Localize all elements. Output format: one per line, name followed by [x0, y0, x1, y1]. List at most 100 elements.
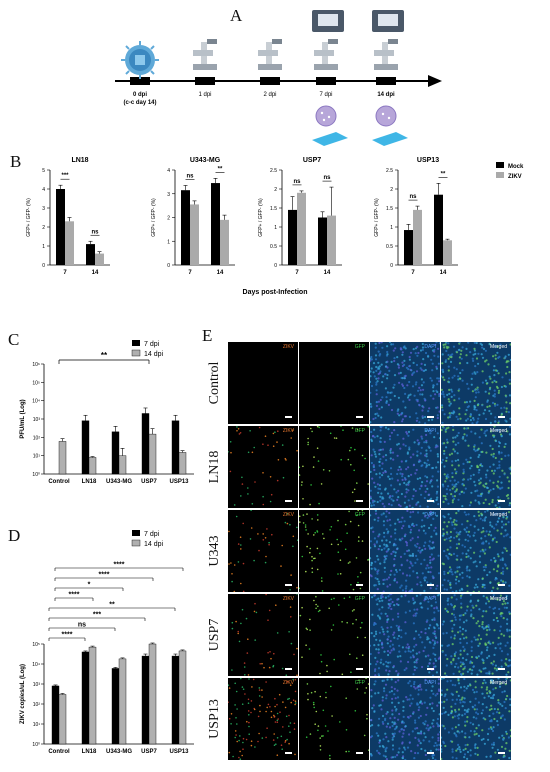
y-tick-label: 4 [42, 187, 45, 193]
significance-label: ** [218, 166, 223, 172]
x-tick-label: 7 [411, 270, 415, 276]
y-tick-label: 0 [42, 263, 45, 269]
bar [56, 189, 65, 265]
channel-label: Merged [490, 596, 507, 602]
scale-bar [498, 668, 505, 670]
channel-label: GFP [354, 680, 365, 686]
bar [171, 655, 180, 745]
well-plate-icon [312, 132, 408, 146]
timeline-label-4: 14 dpi [377, 92, 395, 98]
micrograph-usp13-dapi: DAPI [370, 678, 440, 760]
x-tick-label: LN18 [82, 479, 97, 485]
bar [111, 431, 120, 475]
y-tick-label: 10⁴ [32, 662, 40, 668]
bar [413, 209, 422, 265]
significance-label: **** [62, 632, 73, 639]
timeline-label-3: 7 dpi [319, 92, 332, 98]
scale-bar [427, 752, 434, 754]
channel-label: DAPI [424, 596, 436, 602]
bar [141, 413, 150, 475]
bar [443, 240, 452, 265]
bar [148, 433, 157, 475]
row-label-ln18: LN18 [207, 450, 222, 484]
bar [81, 420, 90, 475]
x-tick-label: U343-MG [106, 749, 132, 755]
x-tick-label: 7 [63, 270, 67, 276]
micrograph-u343-merged: Merged [441, 510, 511, 592]
channel-label: ZIKV [282, 344, 294, 350]
x-tick-label: USP13 [169, 749, 189, 755]
micrograph-ln18-dapi: DAPI [370, 426, 440, 508]
bar [220, 219, 229, 265]
chart-b-2: USP7 0 0.5 1 1.5 2 2.5 GFP+ / GFP- (%) 7 ns 14 ns [258, 157, 342, 276]
bar [81, 651, 90, 745]
x-tick-label: USP7 [141, 479, 157, 485]
significance-label: ns [78, 622, 86, 629]
micrograph-ln18-zikv: ZIKV [228, 426, 298, 508]
significance-label: **** [69, 592, 80, 599]
micrograph-texture [299, 426, 369, 506]
y-tick-label: 2.5 [386, 168, 393, 174]
bar [434, 194, 443, 265]
bar [318, 217, 327, 265]
legend-swatch-zikv [496, 172, 504, 178]
confocal-microscope-icon [372, 10, 404, 32]
scale-bar [285, 668, 292, 670]
scale-bar [498, 500, 505, 502]
bar [118, 455, 127, 475]
legend-label-mock: Mock [508, 164, 524, 170]
significance-label: ns [409, 194, 417, 200]
bar [58, 694, 67, 745]
y-tick-label: 0 [167, 263, 170, 269]
y-tick-label: 10³ [33, 417, 41, 423]
micrograph-usp7-gfp: GFP [299, 594, 369, 676]
bar [171, 420, 180, 475]
bar [88, 646, 97, 745]
microscope-icon [258, 39, 282, 70]
y-tick-label: 10³ [33, 682, 41, 688]
micrograph-texture [441, 510, 511, 592]
micrograph-usp7-dapi: DAPI [370, 594, 440, 676]
micrograph-u343-dapi: DAPI [370, 510, 440, 592]
y-axis-label: GFP+ / GFP- (%) [151, 198, 157, 237]
micrograph-ln18-merged: Merged [441, 426, 511, 508]
bar [327, 215, 336, 265]
y-tick-label: 3 [167, 192, 170, 198]
row-label-u343: U343 [207, 535, 222, 567]
x-tick-label: USP13 [169, 479, 189, 485]
scale-bar [427, 500, 434, 502]
x-tick-label: 14 [92, 270, 99, 276]
micrograph-usp7-merged: Merged [441, 594, 511, 676]
confocal-microscope-icon [312, 10, 344, 32]
significance-label: *** [61, 173, 69, 179]
x-tick-label: USP7 [141, 749, 157, 755]
scale-bar [498, 584, 505, 586]
microscope-icon [374, 39, 398, 70]
channel-label: DAPI [424, 428, 436, 434]
legend-label-14dpi: 14 dpi [144, 541, 164, 548]
bar [181, 190, 190, 265]
channel-label: GFP [354, 344, 365, 350]
y-tick-label: 1.5 [270, 206, 277, 212]
timeline-label-0: 0 dpi [133, 92, 147, 98]
legend-label-7dpi: 7 dpi [144, 531, 160, 538]
significance-label: ns [186, 173, 194, 179]
y-tick-label: 4 [167, 168, 170, 174]
y-axis-label: GFP+ / GFP- (%) [26, 198, 32, 237]
panel-c-letter: C [8, 330, 20, 349]
scale-bar [427, 416, 434, 418]
timeline-label-2: 2 dpi [263, 92, 276, 98]
micrograph-control-zikv: ZIKV [228, 342, 298, 424]
scale-bar [356, 668, 363, 670]
chart-title: USP7 [303, 157, 321, 164]
micrograph-u343-zikv: ZIKV [228, 510, 298, 592]
y-tick-label: 10⁰ [32, 742, 40, 748]
legend-swatch-mock [496, 162, 504, 168]
microscope-icon [193, 39, 217, 70]
x-tick-label: Control [48, 479, 70, 485]
y-tick-label: 0 [274, 263, 277, 269]
y-tick-label: 1.5 [386, 206, 393, 212]
significance-label: * [88, 582, 91, 589]
micrograph-texture [370, 342, 440, 424]
scale-bar [427, 584, 434, 586]
